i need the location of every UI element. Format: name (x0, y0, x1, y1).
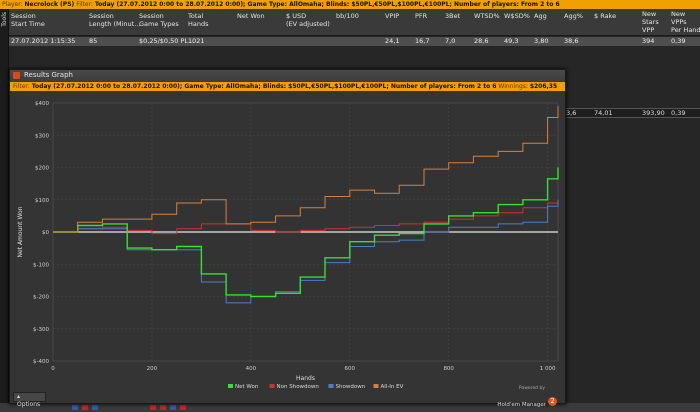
x-tick-label: 1 000 (540, 366, 556, 372)
col-agg-pct[interactable]: Agg% (564, 12, 583, 20)
bottom-status-bar (0, 403, 700, 412)
x-axis-label: Hands (296, 375, 315, 382)
col-usd-ev[interactable]: $ USD (EV adjusted) (286, 12, 330, 28)
legend-swatch (328, 384, 334, 388)
results-chart: $-400 $-300 $-200 $-100 $0 $100 $200 $300 $400 0 2… (17, 101, 559, 390)
col-3bet[interactable]: 3Bet (445, 12, 461, 20)
winnings-value: $206,35 (529, 83, 558, 90)
cell-hands: 1021 (188, 37, 205, 45)
y-tick-label: $-400 (33, 359, 49, 365)
col-agg[interactable]: Agg (534, 12, 547, 20)
winnings-label: Winnings: (498, 83, 528, 90)
player-value: Necrolock (PS) (24, 1, 75, 8)
y-tick-label: $0 (42, 230, 49, 236)
col-vpip[interactable]: VPIP (385, 12, 400, 20)
brand-powered-by: Powered by (518, 386, 545, 391)
col-total-hands[interactable]: Total Hands (188, 12, 209, 28)
legend-entry: Showdown (336, 384, 366, 390)
filter-label: Filter: (76, 1, 93, 8)
brand-name: Hold'em Manager (497, 402, 546, 408)
tools-side-tab[interactable]: Tools (0, 0, 9, 412)
cell-vpp: 394 (642, 37, 655, 45)
options-label: Options (17, 401, 41, 408)
graph-filter-bar: Filter: Today (27.07.2012 0:00 to 28.07.… (10, 82, 565, 91)
col-new-vpps-hand[interactable]: New VPPs Per Hand (671, 10, 700, 34)
x-tick-label: 200 (147, 366, 158, 372)
x-tick-label: 400 (246, 366, 257, 372)
brand-badge: 2 (548, 397, 557, 406)
col-session-game[interactable]: Session Game Types (139, 12, 179, 28)
cell-vpp-hand: 0,39 (671, 37, 686, 45)
col-pfr[interactable]: PFR (415, 12, 428, 20)
summary-vpp-hand: 0,39 (671, 109, 686, 117)
y-tick-label: $-300 (33, 327, 49, 333)
col-session-length[interactable]: Session Length (Minut... (89, 12, 141, 28)
status-icon-6[interactable] (170, 405, 176, 410)
col-rake[interactable]: $ Rake (594, 12, 617, 20)
summary-rake: 74,01 (594, 109, 613, 117)
player-label: Player: (2, 1, 23, 8)
y-tick-label: $400 (35, 101, 49, 107)
status-icon-2[interactable] (82, 405, 88, 410)
series-line-all-in-ev (53, 106, 559, 233)
legend-swatch (269, 384, 275, 388)
filter-value: Today (27.07.2012 0:00 to 28.07.2012 0:0… (94, 1, 560, 8)
summary-vpp: 393,90 (642, 109, 665, 117)
legend-swatch (373, 384, 379, 388)
x-tick-label: 0 (51, 366, 55, 372)
cell-length: 85 (89, 37, 98, 45)
results-graph-window: Results Graph Filter: Today (27.07.2012 … (9, 69, 566, 408)
x-tick-label: 600 (345, 366, 356, 372)
cell-wssd: 49,3 (504, 37, 519, 45)
session-table-header: Session Start Time Session Length (Minut… (9, 9, 700, 36)
summary-agg-pct: 3,6 (566, 109, 577, 117)
results-graph-titlebar[interactable]: Results Graph (10, 70, 565, 82)
legend-swatch (228, 384, 233, 388)
status-icon-4[interactable] (150, 405, 156, 410)
y-tick-label: $200 (35, 166, 49, 172)
cell-3bet: 7,0 (445, 37, 456, 45)
legend-entry: Net Won (235, 384, 259, 390)
cell-pfr: 16,7 (415, 37, 430, 45)
graph-filter-value: Today (27.07.2012 0:00 to 28.07.2012 0:0… (31, 83, 497, 90)
col-session-start[interactable]: Session Start Time (11, 12, 45, 28)
graph-filter-label: Filter: (13, 83, 30, 90)
cell-agg: 3,80 (534, 37, 549, 45)
options-button[interactable]: ▴ Options (13, 392, 46, 408)
chart-legend: Net Won Non Showdown Showdown All-In EV (228, 384, 404, 390)
status-icon-1[interactable] (72, 405, 78, 410)
legend-entry: Non Showdown (277, 384, 320, 390)
status-icon-3[interactable] (92, 405, 98, 410)
table-row[interactable]: 27.07.2012 1:15:35 85 $0,25/$0,50 PL... … (9, 37, 700, 46)
y-tick-label: $100 (35, 198, 49, 204)
status-icon-7[interactable] (180, 405, 186, 410)
y-tick-label: $-100 (33, 262, 49, 268)
cell-wtsd: 28,6 (474, 37, 489, 45)
col-wtsd[interactable]: WTSD% (474, 12, 500, 20)
main-filter-bar: Player: Necrolock (PS) Filter: Today (27… (0, 0, 700, 9)
col-net-won[interactable]: Net Won (237, 12, 265, 20)
cell-game: $0,25/$0,50 PL... (139, 37, 195, 45)
series-line-non-showdown (53, 201, 559, 235)
y-tick-label: $-200 (33, 295, 49, 301)
app-icon (13, 72, 20, 79)
brand-logo: Powered by Hold'em Manager 2 (497, 386, 557, 410)
col-new-stars-vpp[interactable]: New Stars VPP (642, 10, 659, 34)
cell-start: 27.07.2012 1:15:35 (11, 37, 76, 45)
y-tick-label: $300 (35, 133, 49, 139)
cell-agg-pct: 38,6 (564, 37, 579, 45)
window-title: Results Graph (24, 71, 73, 79)
y-axis-label: Net Amount Won (17, 206, 24, 257)
series-line-net-won (53, 167, 559, 298)
cell-vpip: 24,1 (385, 37, 400, 45)
x-tick-label: 800 (443, 366, 454, 372)
status-icon-5[interactable] (160, 405, 166, 410)
legend-entry: All-In EV (381, 384, 404, 390)
col-wssd[interactable]: W$SD% (504, 12, 530, 20)
col-bb100[interactable]: bb/100 (336, 12, 359, 20)
tools-side-tab-label: Tools (1, 12, 8, 27)
